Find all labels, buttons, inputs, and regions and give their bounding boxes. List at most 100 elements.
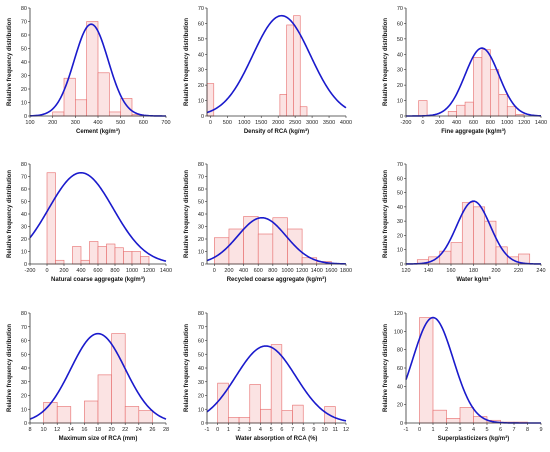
histogram-bar: [481, 49, 491, 117]
x-tick-label: 800: [268, 268, 277, 274]
chart-panel-5: 0 200 400 600 800 1000 1200 1400 1600 1800 0 10 20 30…: [184, 162, 352, 283]
x-tick-label: 4000: [340, 120, 352, 126]
histogram-bar: [214, 237, 230, 265]
y-tick-label: 70: [397, 6, 403, 12]
x-tick-label: 1400: [160, 268, 172, 274]
x-tick-label: 10: [41, 427, 47, 433]
histogram-bar: [498, 94, 508, 117]
x-tick-label: 5: [485, 427, 488, 433]
chart-panel-8: -1 0 1 2 3 4 5 6 7 8 9 10 11 1201020304050607080Water…: [184, 311, 349, 442]
chart-panel-7: 8 10 12 14 16 18 20 22 24 26 28 0 10 20 30 40 50 60 70 80 Ma…: [7, 311, 169, 442]
histogram-bar: [46, 172, 56, 265]
y-tick-label: 50: [397, 191, 403, 197]
histogram-bar: [52, 111, 65, 117]
normal-distribution-curve: [206, 345, 347, 422]
histogram-bar: [299, 106, 308, 117]
y-tick-label: 20: [397, 83, 403, 89]
x-tick-label: 18: [95, 427, 101, 433]
y-tick-label: 80: [198, 311, 204, 317]
y-tick-label: 10: [198, 407, 204, 413]
x-tick-label: 1000: [281, 268, 293, 274]
histogram-bar: [464, 101, 474, 117]
y-tick-label: 70: [21, 175, 27, 181]
histogram-bar: [75, 99, 87, 117]
x-tick-label: 600: [254, 268, 263, 274]
y-tick-label: 0: [24, 114, 27, 120]
y-tick-label: 0: [400, 114, 403, 120]
chart-panel-4: -200 0 200 400 600 800 1000 1200 140001020304050…: [7, 162, 172, 283]
x-tick-label: 1400: [535, 120, 547, 126]
normal-distribution-curve: [29, 23, 166, 117]
y-tick-label: 50: [21, 47, 27, 53]
x-tick-label: -200: [400, 120, 411, 126]
y-tick-label: 30: [21, 74, 27, 80]
x-tick-label: 4: [259, 427, 262, 433]
y-tick-label: 10: [397, 248, 403, 254]
x-tick-label: 16: [81, 427, 87, 433]
y-tick-label: 50: [397, 37, 403, 43]
histogram-bar: [106, 243, 116, 265]
y-tick-label: 0: [201, 114, 204, 120]
normal-distribution-curve: [405, 200, 542, 265]
y-tick-label: 40: [21, 212, 27, 218]
x-tick-label: 3500: [323, 120, 335, 126]
y-tick-label: 60: [397, 21, 403, 27]
y-tick-label: 0: [400, 421, 403, 427]
x-tick-label: 26: [149, 427, 155, 433]
histogram-bar: [86, 21, 99, 117]
y-tick-label: 40: [21, 366, 27, 372]
normal-distribution-curve: [29, 332, 167, 420]
x-tick-label: 9: [539, 427, 542, 433]
x-tick-label: 12: [54, 427, 60, 433]
y-tick-label: 40: [397, 52, 403, 58]
y-axis-title: Relative frequency distribution: [184, 324, 190, 412]
histogram-bar: [418, 100, 428, 117]
y-tick-label: 20: [198, 394, 204, 400]
histogram-bar: [293, 15, 301, 117]
x-tick-label: 400: [239, 268, 248, 274]
y-tick-label: 10: [21, 407, 27, 413]
y-tick-label: 70: [198, 175, 204, 181]
y-tick-label: 40: [397, 205, 403, 211]
x-tick-label: 180: [469, 268, 478, 274]
y-tick-label: 40: [397, 384, 403, 390]
y-tick-label: 10: [397, 99, 403, 105]
x-axis-title: Fine aggregate (kg/m3): [441, 127, 506, 136]
histogram-bar: [123, 251, 133, 265]
y-axis-title: Relative frequency distribution: [383, 170, 389, 258]
x-tick-label: 500: [116, 120, 125, 126]
histogram-bar: [490, 69, 500, 117]
histogram-bar: [228, 417, 240, 424]
y-tick-label: 50: [21, 352, 27, 358]
y-tick-label: 30: [198, 68, 204, 74]
histogram-bar: [456, 104, 466, 117]
x-tick-label: 11: [332, 427, 338, 433]
y-axis-title: Relative frequency distribution: [7, 170, 13, 258]
x-tick-label: 14: [68, 427, 74, 433]
x-axis-title: Recycled coarse aggregate (kg/m3): [227, 275, 327, 284]
x-tick-label: 220: [514, 268, 523, 274]
histogram-bar: [72, 246, 82, 265]
x-tick-label: 22: [122, 427, 128, 433]
histogram-bar: [140, 256, 150, 265]
x-tick-label: 200: [491, 268, 500, 274]
chart-panel-1: 100 200 300 400 500 600 700 0 10 20 30 40 50 60 70 80 Ce…: [7, 6, 171, 135]
x-tick-label: 8: [526, 427, 529, 433]
x-tick-label: 500: [223, 120, 232, 126]
y-tick-label: 50: [198, 352, 204, 358]
chart-panel-9: -1 0 1 2 3 4 5 6 7 8 9020406080100120Superplastici…: [383, 311, 543, 442]
histogram-bar: [286, 24, 294, 117]
histogram-bar: [114, 247, 124, 265]
histogram-bar: [43, 402, 58, 424]
x-tick-label: 1200: [296, 268, 308, 274]
y-tick-label: 0: [24, 262, 27, 268]
x-tick-label: 10: [322, 427, 328, 433]
y-tick-label: 40: [198, 52, 204, 58]
x-tick-label: 1200: [143, 268, 155, 274]
x-tick-label: 8: [28, 427, 31, 433]
x-axis-title: Superplasticizers (kg/m3): [438, 434, 510, 443]
histogram-bar: [56, 406, 72, 424]
y-tick-label: 60: [198, 187, 204, 193]
y-tick-label: 50: [198, 200, 204, 206]
x-tick-label: -200: [24, 268, 35, 274]
